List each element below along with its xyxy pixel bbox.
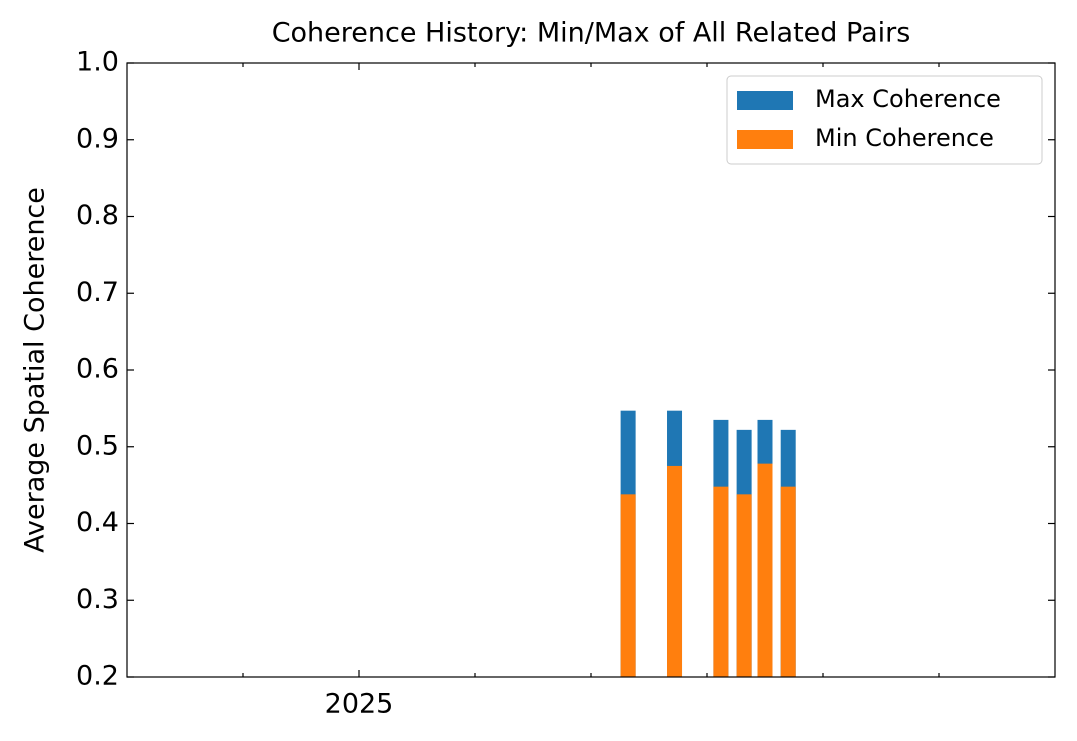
bar — [620, 494, 636, 677]
bar — [757, 463, 773, 677]
legend-label: Max Coherence — [815, 85, 1001, 113]
bar — [736, 494, 752, 677]
y-tick-label: 0.6 — [76, 354, 119, 385]
y-tick-label: 0.5 — [76, 430, 119, 461]
bar — [780, 486, 796, 677]
y-tick-label: 0.8 — [76, 200, 119, 231]
bars — [620, 410, 796, 677]
y-tick-label: 0.3 — [76, 584, 119, 615]
x-tick-label: 2025 — [325, 689, 394, 720]
y-tick-label: 0.7 — [76, 277, 119, 308]
legend-label: Min Coherence — [815, 124, 994, 152]
y-tick-label: 0.9 — [76, 123, 119, 154]
bar — [667, 465, 683, 677]
y-axis-label: Average Spatial Coherence — [20, 187, 51, 553]
legend-frame — [726, 75, 1043, 165]
bar — [713, 486, 729, 677]
y-tick-label: 0.4 — [76, 507, 119, 538]
legend-swatch — [737, 91, 793, 110]
y-tick-label: 0.2 — [76, 661, 119, 692]
y-tick-label: 1.0 — [76, 47, 119, 78]
legend-swatch — [737, 130, 793, 149]
chart-title: Coherence History: Min/Max of All Relate… — [272, 18, 911, 49]
